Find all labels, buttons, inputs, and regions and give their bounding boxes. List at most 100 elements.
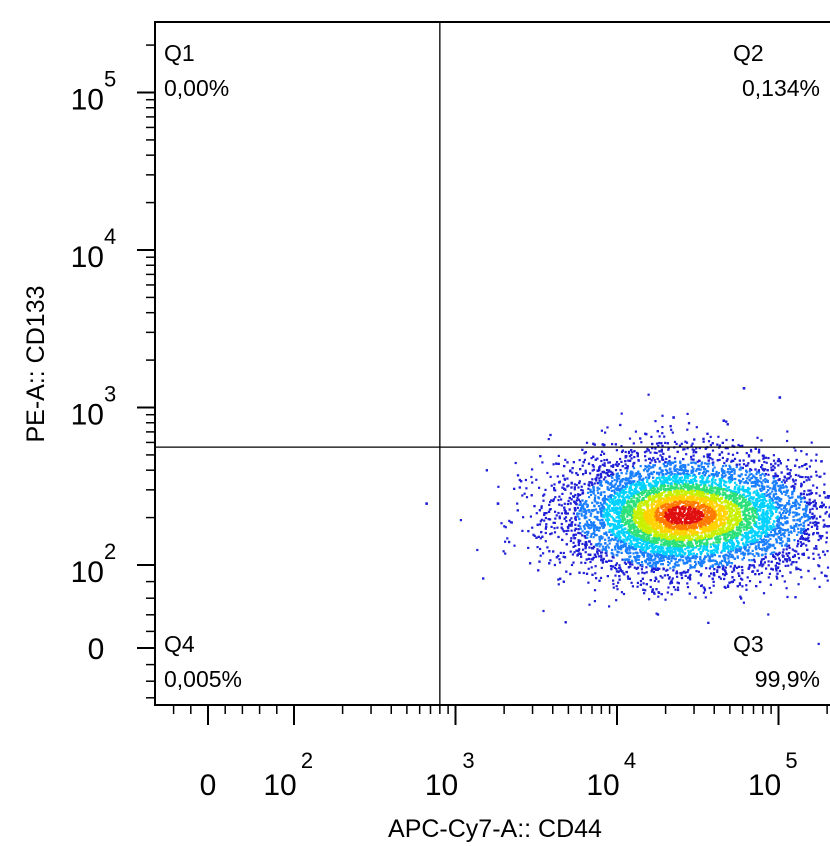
event-dot	[770, 503, 773, 506]
event-dot	[776, 532, 779, 535]
event-dot	[726, 544, 729, 547]
event-dot	[754, 545, 758, 548]
event-dot	[757, 492, 760, 495]
event-dot	[636, 455, 639, 458]
event-dot	[622, 532, 625, 535]
event-dot	[762, 540, 765, 543]
event-dot	[604, 542, 607, 545]
event-dot	[587, 553, 590, 556]
event-dot	[826, 550, 829, 553]
event-dot	[611, 537, 614, 540]
event-dot	[726, 486, 729, 489]
event-dot	[699, 558, 702, 561]
event-dot	[774, 557, 777, 560]
event-dot	[666, 574, 669, 577]
event-dot	[762, 509, 765, 512]
event-dot	[614, 443, 617, 446]
event-dot	[772, 480, 775, 483]
event-dot	[752, 474, 755, 477]
event-dot	[764, 480, 767, 484]
event-dot	[769, 537, 772, 541]
event-dot	[627, 566, 630, 569]
event-dot	[631, 559, 634, 562]
event-dot	[817, 538, 820, 542]
event-dot	[576, 506, 579, 509]
event-dot	[682, 448, 685, 451]
event-dot	[786, 520, 789, 523]
event-dot	[656, 477, 660, 480]
event-dot	[644, 589, 647, 592]
event-dot	[629, 534, 633, 537]
event-dot	[504, 552, 507, 555]
event-dot	[578, 522, 582, 525]
event-dot	[825, 575, 828, 578]
event-dot	[593, 521, 596, 524]
event-dot	[590, 546, 593, 550]
event-dot	[683, 448, 686, 451]
event-dot	[616, 478, 619, 481]
event-dot	[603, 459, 606, 462]
event-dot	[772, 477, 776, 480]
event-dot	[707, 621, 710, 624]
event-dot	[775, 510, 778, 513]
event-dot	[572, 561, 575, 564]
event-dot	[626, 551, 629, 554]
event-dot	[676, 581, 679, 584]
event-dot	[761, 472, 764, 475]
event-dot	[642, 469, 646, 472]
event-dot	[582, 510, 585, 513]
event-dot	[807, 556, 810, 559]
event-dot	[754, 477, 757, 480]
event-dot	[789, 525, 792, 528]
event-dot	[639, 545, 642, 548]
event-dot	[728, 479, 731, 482]
event-dot	[623, 531, 626, 534]
event-dot	[613, 566, 617, 569]
event-dot	[618, 477, 621, 480]
event-dot	[815, 453, 818, 456]
event-dot	[755, 552, 758, 555]
event-dot	[585, 509, 588, 512]
event-dot	[610, 523, 613, 526]
event-dot	[774, 484, 777, 487]
event-dot	[614, 545, 617, 548]
event-dot	[610, 465, 613, 468]
event-dot	[607, 488, 611, 491]
event-dot	[557, 583, 560, 586]
event-dot	[640, 568, 643, 571]
event-dot	[654, 460, 657, 464]
event-dot	[636, 554, 639, 557]
event-dot	[734, 481, 737, 484]
event-dot	[631, 546, 634, 549]
event-dot	[621, 558, 624, 561]
event-dot	[619, 491, 622, 494]
event-dot	[585, 500, 588, 503]
event-dot	[699, 547, 702, 550]
event-dot	[762, 530, 765, 533]
event-dot	[710, 572, 713, 575]
event-dot	[603, 494, 607, 498]
event-dot	[748, 564, 751, 567]
event-dot	[760, 503, 763, 506]
event-dot	[694, 554, 697, 557]
event-dot	[578, 503, 582, 506]
event-dot	[755, 531, 759, 534]
event-dot	[626, 482, 629, 485]
event-dot	[548, 550, 551, 553]
event-dot	[670, 549, 673, 552]
event-dot	[602, 557, 605, 560]
event-dot	[667, 448, 670, 451]
event-dot	[791, 561, 794, 564]
event-dot	[812, 532, 815, 535]
event-dot	[598, 467, 601, 470]
event-dot	[667, 560, 670, 563]
event-dot	[615, 474, 618, 477]
event-dot	[657, 444, 660, 447]
event-dot	[746, 494, 749, 497]
event-dot	[800, 485, 803, 488]
event-dot	[591, 501, 594, 504]
event-dot	[761, 464, 764, 467]
event-dot	[777, 566, 780, 569]
event-dot	[563, 502, 566, 505]
event-dot	[702, 586, 705, 589]
